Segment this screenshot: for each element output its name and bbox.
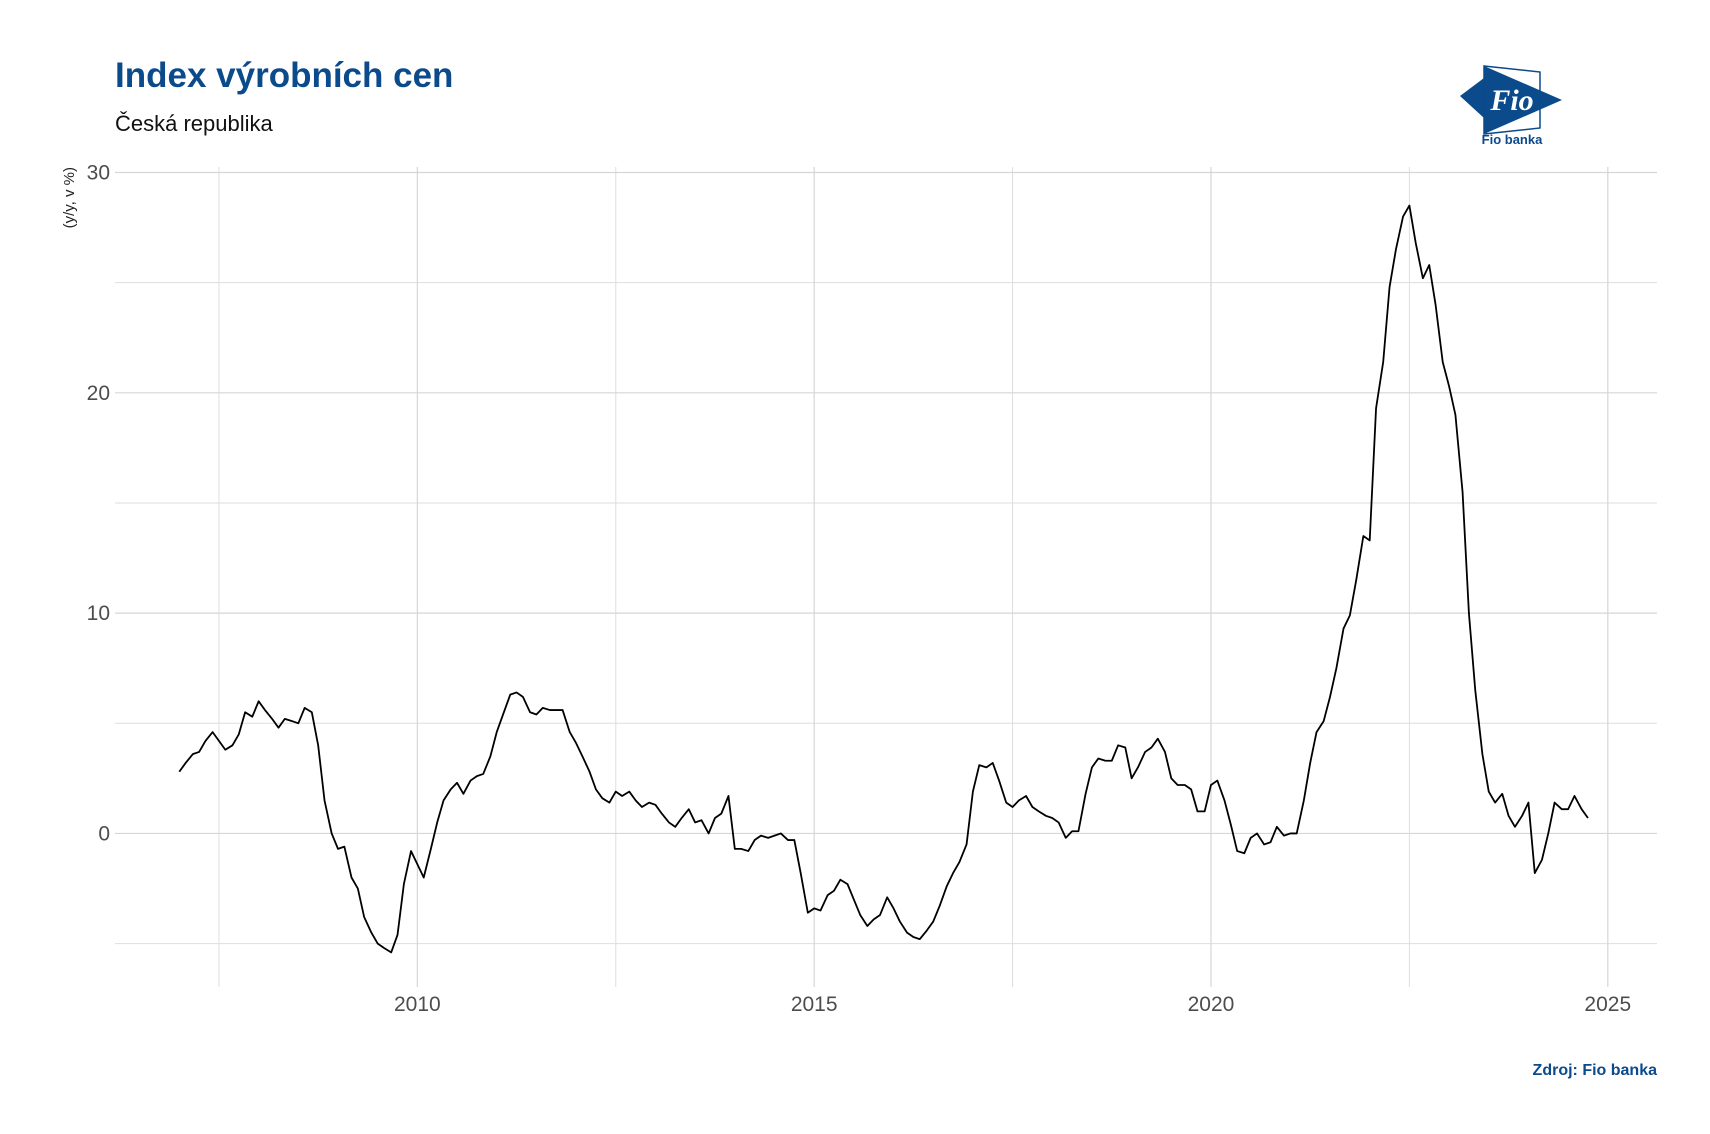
- logo-flag: [1460, 66, 1562, 134]
- logo-outline: [1483, 65, 1541, 135]
- x-tick-label: 2015: [791, 993, 838, 1016]
- y-tick-label: 10: [87, 602, 110, 625]
- logo-text: Fio: [1489, 84, 1533, 117]
- y-tick-label: 0: [98, 822, 110, 845]
- x-tick-label: 2020: [1188, 993, 1235, 1016]
- chart-title: Index výrobních cen: [115, 56, 453, 95]
- x-tick-label: 2010: [394, 993, 441, 1016]
- y-axis-label: (y/y, v %): [61, 167, 78, 228]
- source-note: Zdroj: Fio banka: [1533, 1062, 1658, 1079]
- logo-caption: Fio banka: [1482, 132, 1543, 147]
- data-line: [178, 204, 1589, 954]
- x-tick-label: 2025: [1584, 993, 1631, 1016]
- y-tick-label: 30: [87, 162, 110, 185]
- chart-subtitle: Česká republika: [115, 111, 274, 136]
- logo: Fio Fio banka: [1460, 65, 1562, 147]
- y-tick-label: 20: [87, 382, 110, 405]
